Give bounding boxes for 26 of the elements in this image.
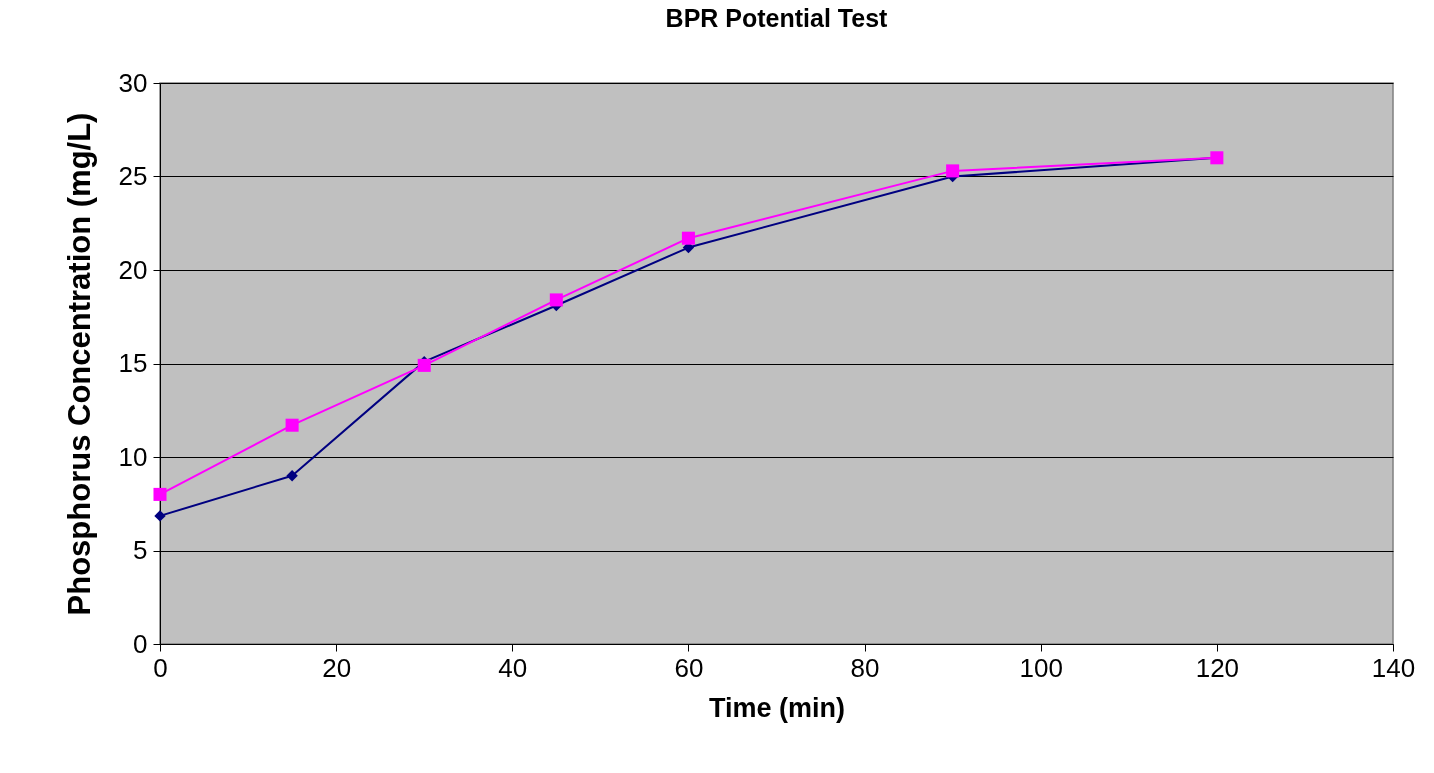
point [549,293,563,307]
x-tick-label: 140 [1371,652,1416,683]
x-tick-label: 0 [153,652,168,683]
chart-title: BPR Potential Test [665,4,889,32]
y-tick-label: 0 [133,628,148,659]
x-axis-title: Time (min) [708,692,846,723]
x-tick-label: 40 [498,652,528,683]
y-tick-label: 10 [118,441,148,472]
point [681,231,695,245]
point [153,487,167,501]
x-tick-label: 100 [1019,652,1063,683]
x-tick-label: 20 [322,652,352,683]
x-tick-label: 80 [850,652,880,683]
y-tick-label: 20 [118,254,148,285]
point [946,164,960,178]
y-tick-label: 15 [118,348,148,378]
y-tick-label: 30 [118,67,148,98]
point [285,418,299,432]
y-tick-label: 5 [133,535,148,565]
y-axis-title: Phosphorus Concentration (mg/L) [61,112,97,616]
point [286,470,298,482]
x-tick-label: 120 [1195,652,1240,683]
point [154,510,166,522]
y-tick-label: 25 [118,161,148,191]
point [417,358,431,372]
x-tick-label: 60 [674,652,704,683]
